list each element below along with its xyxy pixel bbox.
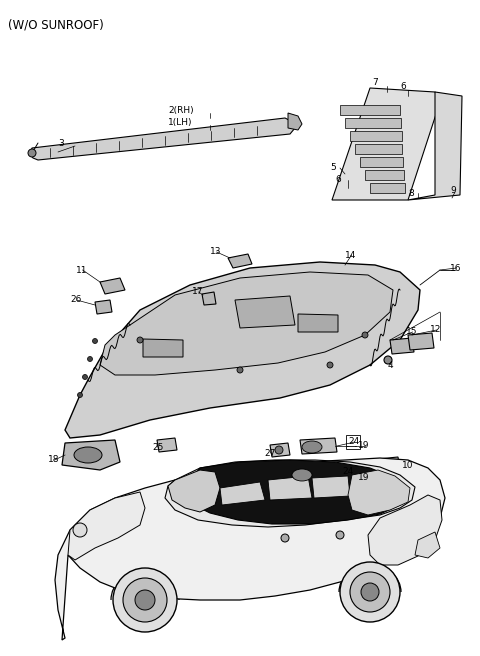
Circle shape	[362, 332, 368, 338]
Polygon shape	[368, 457, 400, 473]
Circle shape	[361, 583, 379, 601]
Polygon shape	[298, 314, 338, 332]
Text: 24: 24	[342, 468, 353, 476]
Polygon shape	[390, 338, 414, 354]
Circle shape	[281, 534, 289, 542]
Text: 17: 17	[192, 287, 204, 297]
Polygon shape	[415, 532, 440, 558]
Text: 9: 9	[450, 186, 456, 194]
Text: 1(LH): 1(LH)	[168, 117, 192, 127]
Text: 27: 27	[264, 449, 276, 457]
Text: 19: 19	[358, 474, 370, 483]
Text: 5: 5	[330, 163, 336, 173]
Text: 10: 10	[402, 461, 413, 470]
Text: 2(RH): 2(RH)	[168, 106, 193, 115]
Circle shape	[83, 375, 87, 380]
Circle shape	[93, 338, 97, 344]
Polygon shape	[350, 131, 402, 141]
Polygon shape	[270, 443, 290, 457]
Polygon shape	[165, 460, 415, 527]
Polygon shape	[202, 292, 216, 305]
Text: 15: 15	[406, 327, 418, 337]
Ellipse shape	[74, 447, 102, 463]
Polygon shape	[340, 105, 400, 115]
Polygon shape	[220, 482, 265, 505]
Polygon shape	[370, 183, 405, 193]
Ellipse shape	[292, 469, 312, 481]
Polygon shape	[290, 465, 330, 482]
Polygon shape	[185, 460, 408, 524]
Polygon shape	[408, 92, 462, 200]
Circle shape	[123, 578, 167, 622]
Polygon shape	[168, 470, 220, 512]
Polygon shape	[235, 296, 295, 328]
Polygon shape	[228, 254, 252, 268]
Circle shape	[237, 367, 243, 373]
Text: 25: 25	[152, 443, 163, 453]
Polygon shape	[332, 88, 440, 200]
Polygon shape	[365, 170, 404, 180]
Polygon shape	[300, 438, 337, 454]
Circle shape	[137, 337, 143, 343]
Text: 6: 6	[335, 176, 341, 184]
Circle shape	[275, 446, 283, 454]
Polygon shape	[143, 339, 183, 357]
Text: 7: 7	[372, 77, 378, 87]
Text: 8: 8	[408, 188, 414, 197]
Polygon shape	[268, 476, 312, 500]
Text: 24: 24	[348, 438, 359, 447]
Text: 4: 4	[388, 361, 394, 369]
Polygon shape	[157, 438, 177, 452]
Circle shape	[28, 149, 36, 157]
Circle shape	[73, 523, 87, 537]
Text: 14: 14	[345, 251, 356, 260]
Polygon shape	[55, 458, 445, 640]
Polygon shape	[62, 440, 120, 470]
Polygon shape	[360, 157, 403, 167]
Circle shape	[77, 392, 83, 398]
Text: 18: 18	[48, 455, 60, 464]
Circle shape	[135, 590, 155, 610]
Polygon shape	[30, 118, 295, 160]
Text: 3: 3	[58, 138, 64, 148]
Text: 13: 13	[210, 247, 221, 256]
Circle shape	[340, 562, 400, 622]
Polygon shape	[65, 262, 420, 438]
Polygon shape	[348, 470, 410, 515]
Polygon shape	[95, 300, 112, 314]
Ellipse shape	[302, 441, 322, 453]
Circle shape	[350, 572, 390, 612]
Polygon shape	[68, 492, 145, 560]
Text: 19: 19	[358, 441, 370, 451]
Circle shape	[336, 531, 344, 539]
Polygon shape	[100, 278, 125, 294]
Circle shape	[327, 362, 333, 368]
Circle shape	[384, 356, 392, 364]
Circle shape	[113, 568, 177, 632]
Circle shape	[87, 356, 93, 361]
Polygon shape	[355, 144, 403, 154]
Polygon shape	[312, 476, 350, 498]
Text: 6: 6	[400, 81, 406, 91]
Polygon shape	[408, 333, 434, 350]
Text: 16: 16	[450, 264, 461, 272]
Text: 11: 11	[76, 266, 87, 274]
Polygon shape	[100, 272, 393, 375]
Polygon shape	[368, 495, 442, 565]
Text: 26: 26	[70, 295, 82, 304]
Text: 12: 12	[430, 325, 442, 335]
Text: (W/O SUNROOF): (W/O SUNROOF)	[8, 18, 104, 31]
Polygon shape	[345, 118, 401, 128]
Polygon shape	[288, 113, 302, 130]
